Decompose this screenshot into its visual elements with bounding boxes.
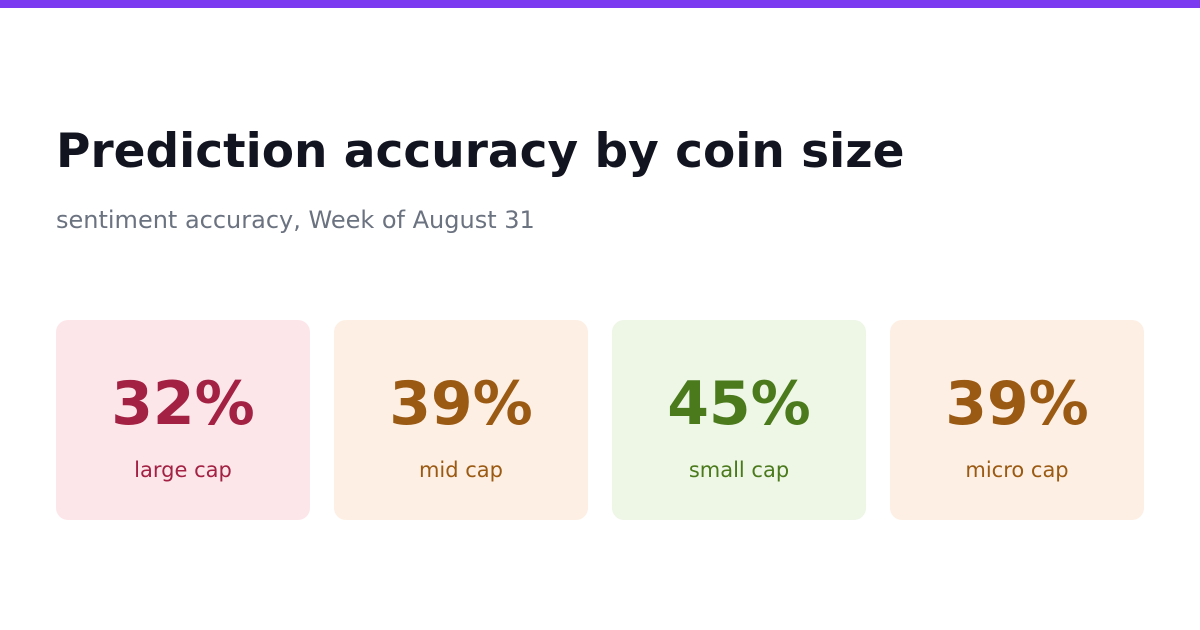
stat-card: 39% mid cap <box>334 320 588 520</box>
stat-card: 39% micro cap <box>890 320 1144 520</box>
accent-bar <box>0 0 1200 8</box>
title: Prediction accuracy by coin size <box>56 124 905 179</box>
stat-card: 32% large cap <box>56 320 310 520</box>
stat-value: 45% <box>667 369 811 439</box>
stat-label: large cap <box>134 458 232 482</box>
stat-label: micro cap <box>965 458 1069 482</box>
stat-value: 39% <box>945 369 1089 439</box>
stat-value: 39% <box>389 369 533 439</box>
stat-label: mid cap <box>418 458 504 482</box>
stat-card: 45% small cap <box>612 320 866 520</box>
stat-value: 32% <box>111 369 255 439</box>
stat-label: small cap <box>688 458 790 482</box>
subtitle: sentiment accuracy, Week of August 31 <box>56 206 535 234</box>
